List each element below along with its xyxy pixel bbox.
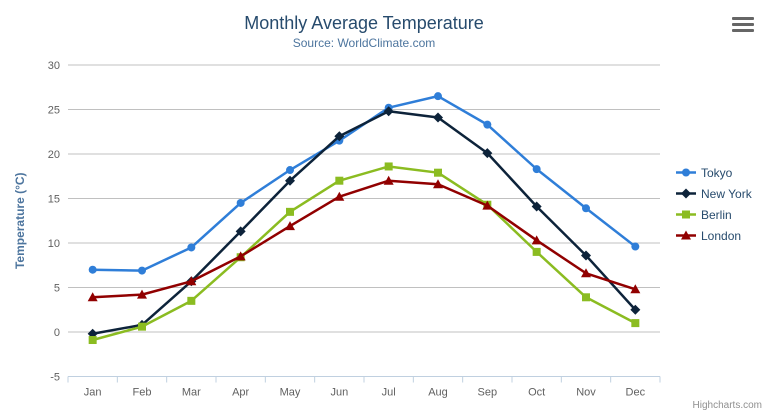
data-point-marker[interactable]: [682, 210, 690, 219]
y-axis-tick-label: 30: [48, 60, 60, 72]
data-point-marker[interactable]: [682, 168, 690, 177]
chart-title: Monthly Average Temperature: [244, 13, 484, 33]
x-axis-tick-label: Jun: [330, 387, 348, 399]
data-point-marker[interactable]: [235, 251, 246, 261]
data-point-marker[interactable]: [138, 266, 146, 275]
chart-subtitle: Source: WorldClimate.com: [292, 36, 436, 50]
data-point-marker[interactable]: [630, 304, 641, 315]
y-axis-tick-label: 5: [54, 283, 60, 295]
legend-marker-icon: [676, 230, 696, 240]
data-point-marker[interactable]: [532, 247, 541, 256]
data-point-marker[interactable]: [334, 131, 345, 142]
y-axis-tick-label: 10: [48, 238, 60, 250]
y-axis-tick-label: 0: [54, 327, 60, 339]
data-point-marker[interactable]: [630, 284, 641, 294]
hamburger-icon: [732, 29, 754, 32]
x-axis-tick-label: Jan: [84, 387, 102, 399]
data-point-marker[interactable]: [433, 179, 443, 189]
data-point-marker[interactable]: [137, 289, 147, 299]
legend-label: London: [701, 228, 742, 243]
data-point-marker[interactable]: [286, 166, 294, 175]
data-point-marker[interactable]: [581, 268, 591, 278]
data-point-marker[interactable]: [286, 207, 294, 216]
data-point-marker[interactable]: [334, 191, 345, 201]
data-point-marker[interactable]: [138, 322, 146, 331]
data-point-marker[interactable]: [187, 296, 196, 305]
legend-label: Tokyo: [701, 165, 733, 180]
x-axis-tick-label: Sep: [478, 387, 498, 399]
data-point-marker[interactable]: [383, 175, 394, 185]
hamburger-icon: [732, 17, 754, 20]
data-point-marker[interactable]: [582, 293, 590, 302]
data-point-marker[interactable]: [235, 226, 246, 237]
data-point-marker[interactable]: [532, 165, 541, 174]
data-point-marker[interactable]: [335, 176, 344, 185]
series-london: [87, 175, 641, 302]
data-point-marker[interactable]: [531, 201, 542, 212]
y-axis-tick-label: -5: [50, 372, 60, 384]
data-point-marker[interactable]: [384, 162, 393, 171]
data-point-marker[interactable]: [285, 175, 295, 186]
y-axis-tick-label: 15: [48, 194, 60, 206]
data-point-marker[interactable]: [87, 292, 98, 302]
legend: Tokyo New York Berlin London: [676, 162, 752, 246]
series-line-new-york: [91, 110, 637, 336]
data-point-marker[interactable]: [434, 168, 442, 177]
data-point-marker[interactable]: [88, 336, 97, 345]
x-axis-tick-label: Feb: [133, 387, 152, 399]
legend-item-london[interactable]: London: [676, 225, 752, 246]
data-point-marker[interactable]: [187, 243, 196, 252]
x-axis-tick-label: May: [280, 387, 301, 399]
data-point-marker[interactable]: [433, 112, 443, 123]
legend-item-new-york[interactable]: New York: [676, 183, 752, 204]
y-axis-title: Temperature (°C): [13, 172, 27, 269]
highcharts-credit[interactable]: Highcharts.com: [692, 400, 762, 411]
data-point-marker[interactable]: [581, 250, 591, 261]
x-axis-tick-label: Oct: [528, 387, 545, 399]
data-point-marker[interactable]: [482, 148, 493, 159]
x-axis-tick-label: Jul: [382, 387, 396, 399]
legend-marker-icon: [676, 210, 696, 219]
series-new-york: [87, 106, 641, 339]
legend-label: Berlin: [701, 207, 732, 222]
series-line-london: [91, 179, 637, 299]
data-point-marker[interactable]: [482, 200, 493, 210]
data-point-marker[interactable]: [681, 230, 691, 240]
x-axis-tick-label: Dec: [626, 387, 646, 399]
data-point-marker[interactable]: [186, 276, 197, 286]
x-axis-tick-label: Nov: [576, 387, 596, 399]
data-point-marker[interactable]: [631, 242, 640, 251]
data-point-marker[interactable]: [88, 265, 97, 274]
series-tokyo: [88, 92, 640, 275]
hamburger-icon: [732, 23, 754, 26]
y-axis-tick-label: 25: [48, 105, 60, 117]
data-point-marker[interactable]: [582, 204, 590, 213]
data-point-marker[interactable]: [285, 221, 295, 231]
data-point-marker[interactable]: [531, 235, 542, 245]
data-point-marker[interactable]: [434, 92, 442, 101]
legend-item-tokyo[interactable]: Tokyo: [676, 162, 752, 183]
legend-marker-icon: [676, 168, 696, 177]
data-point-marker[interactable]: [483, 120, 492, 129]
x-axis-tick-label: Aug: [428, 387, 448, 399]
series-line-tokyo: [91, 94, 637, 272]
data-point-marker[interactable]: [631, 319, 640, 328]
data-point-marker[interactable]: [236, 198, 245, 207]
data-point-marker[interactable]: [681, 188, 691, 199]
series-line-berlin: [91, 165, 637, 342]
legend-marker-icon: [676, 188, 696, 199]
legend-label: New York: [701, 186, 752, 201]
y-axis-tick-label: 20: [48, 149, 60, 161]
legend-item-berlin[interactable]: Berlin: [676, 204, 752, 225]
export-menu-button[interactable]: [732, 17, 754, 32]
data-point-marker[interactable]: [383, 106, 394, 117]
x-axis-tick-label: Mar: [182, 387, 201, 399]
x-axis-tick-label: Apr: [232, 387, 249, 399]
